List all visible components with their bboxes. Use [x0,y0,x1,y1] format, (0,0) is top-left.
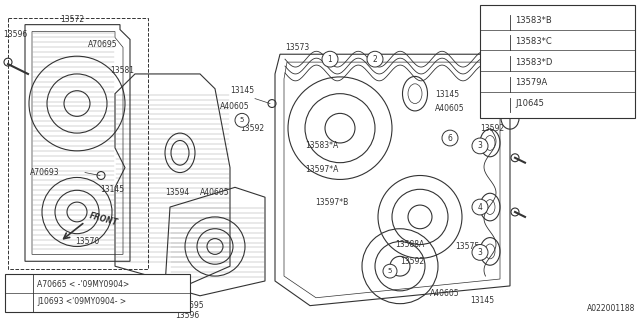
Text: A40605: A40605 [430,289,460,298]
Text: 13592: 13592 [240,124,264,133]
Text: 13572: 13572 [60,15,84,24]
Circle shape [488,54,504,70]
Text: A70665 < -'09MY0904>: A70665 < -'09MY0904> [37,280,129,289]
Text: 3: 3 [493,58,499,67]
Text: 13597*B: 13597*B [315,198,348,207]
Text: 13594: 13594 [165,188,189,197]
Text: 5: 5 [388,268,392,274]
Text: 6: 6 [447,133,452,142]
Text: 3: 3 [477,141,483,150]
Bar [5,274,190,312]
Text: 13588A: 13588A [395,240,424,249]
Text: 6: 6 [16,288,22,297]
Circle shape [488,13,504,28]
Text: FRONT: FRONT [88,211,118,227]
Text: 1: 1 [493,16,499,25]
Circle shape [488,34,504,49]
Text: 1: 1 [328,55,332,64]
Circle shape [383,264,397,278]
Text: A022001188: A022001188 [587,304,635,313]
Text: 4: 4 [493,78,499,87]
Text: 13145: 13145 [470,296,494,305]
Text: 13597*A: 13597*A [305,165,339,174]
Bar [480,5,635,118]
Circle shape [472,199,488,215]
Text: A40605: A40605 [200,188,230,197]
Text: 13583*C: 13583*C [515,37,552,46]
Text: 2: 2 [372,55,378,64]
Text: A40605: A40605 [435,104,465,113]
Circle shape [488,75,504,91]
Text: 13145: 13145 [100,185,124,194]
Text: 4: 4 [477,203,483,212]
Text: 13145: 13145 [435,90,459,99]
Text: A70693: A70693 [30,168,60,177]
Text: 5: 5 [493,99,499,108]
Circle shape [442,130,458,146]
Text: 13575: 13575 [455,242,479,251]
Text: J10645: J10645 [515,99,544,108]
Text: 2: 2 [493,37,499,46]
Text: 5: 5 [240,117,244,123]
Text: 13573: 13573 [285,43,309,52]
Circle shape [322,51,338,67]
Text: J10693 <'09MY0904- >: J10693 <'09MY0904- > [37,297,126,306]
Circle shape [367,51,383,67]
Text: A70695: A70695 [175,301,205,310]
Text: 13579A: 13579A [515,78,547,87]
Text: 13581: 13581 [110,67,134,76]
Circle shape [472,244,488,260]
Text: 13145: 13145 [230,86,254,95]
Text: 13570: 13570 [75,237,99,246]
Circle shape [472,138,488,154]
Text: 13596: 13596 [3,30,28,39]
Text: 13596: 13596 [175,311,199,320]
Text: 13592: 13592 [400,257,424,266]
Circle shape [10,284,28,302]
Text: A40605: A40605 [220,102,250,111]
Text: 13583*D: 13583*D [515,58,552,67]
Text: 13583*B: 13583*B [515,16,552,25]
Circle shape [488,96,504,111]
Bar [8,18,148,269]
Text: 13583*A: 13583*A [305,141,339,150]
Text: A70695: A70695 [88,40,118,49]
Text: 13592: 13592 [480,124,504,133]
Circle shape [235,113,249,127]
Text: 3: 3 [477,248,483,257]
